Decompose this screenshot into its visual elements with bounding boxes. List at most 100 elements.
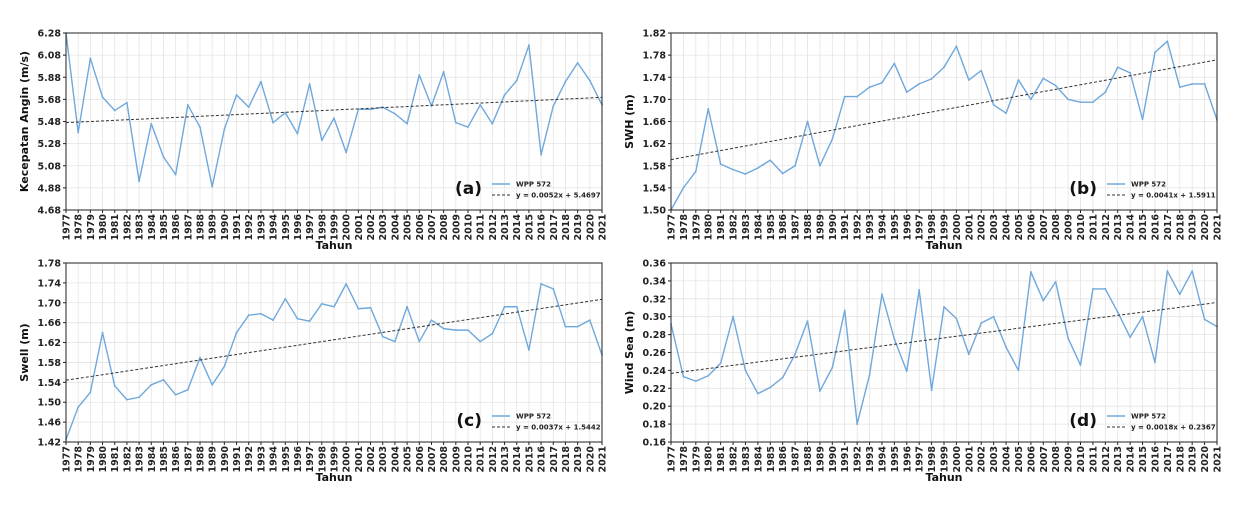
data-point	[503, 94, 506, 96]
y-tick-label: 1.82	[643, 29, 666, 40]
x-tick-label: 1991	[840, 446, 851, 472]
x-tick-label: 2009	[1064, 446, 1075, 472]
data-point	[467, 329, 469, 332]
grid	[65, 262, 603, 443]
data-point	[576, 325, 579, 328]
x-tick-label: 1999	[940, 446, 951, 472]
x-tick-label: 2001	[964, 446, 975, 472]
x-tick-label: 2008	[439, 446, 450, 473]
data-point	[1154, 51, 1156, 54]
data-point	[564, 325, 567, 328]
x-tick-label: 1990	[828, 446, 839, 473]
data-point	[138, 396, 140, 399]
series-points	[670, 270, 1218, 425]
x-tick-label: 2014	[1126, 214, 1137, 241]
y-tick-label: 0.22	[643, 384, 666, 395]
x-tick-label: 1986	[171, 214, 182, 241]
data-point	[150, 122, 153, 125]
y-tick-label: 1.70	[643, 95, 667, 106]
data-point	[893, 62, 896, 65]
x-tick-label: 2000	[342, 446, 353, 473]
x-tick-label: 1990	[220, 446, 231, 473]
x-tick-label: 1991	[232, 214, 243, 240]
data-point	[893, 338, 896, 340]
x-tick-label: 2004	[390, 214, 401, 241]
data-point	[174, 393, 177, 396]
data-point	[992, 104, 995, 106]
x-tick-label: 1989	[815, 214, 826, 240]
x-tick-label: 2012	[1101, 446, 1112, 472]
data-point	[769, 386, 772, 389]
x-tick-label: 2010	[464, 214, 475, 241]
x-tick-label: 1981	[110, 446, 121, 472]
x-tick-label: 1983	[135, 214, 146, 240]
data-point	[843, 309, 846, 312]
y-tick-label: 6.08	[38, 51, 62, 62]
x-tick-label: 2021	[598, 446, 609, 472]
data-point	[1092, 101, 1094, 104]
x-tick-label: 1996	[902, 446, 913, 473]
x-tick-label: 1993	[865, 214, 876, 240]
legend-label-series: WPP 572	[1131, 413, 1166, 421]
data-point	[235, 331, 238, 334]
data-point	[918, 82, 921, 85]
legend: WPP 572 y = 0.0052x + 5.4697	[492, 181, 601, 200]
x-tick-label: 2009	[451, 446, 462, 472]
chart-panel-1: 4.68 4.88 5.08 5.28 5.48 5.68 5.88 6.08 6.28 1977…	[18, 29, 609, 253]
x-tick-label: 2005	[403, 214, 414, 240]
panel-label: (c)	[456, 411, 482, 431]
x-tick-label: 2006	[1026, 446, 1037, 473]
x-tick-label: 2008	[1051, 446, 1062, 473]
legend-label-series: WPP 572	[1131, 181, 1166, 189]
data-point	[819, 390, 821, 392]
data-point	[479, 104, 482, 106]
x-tick-label: 2016	[1150, 446, 1161, 473]
y-tick-label: 5.48	[38, 117, 62, 128]
x-tick-label: 2002	[977, 446, 988, 472]
x-tick-label: 1979	[691, 214, 702, 240]
x-tick-label: 1995	[890, 446, 901, 472]
data-point	[1017, 79, 1020, 81]
data-point	[980, 69, 983, 72]
x-tick-label: 2013	[1113, 446, 1124, 472]
x-tick-label: 1977	[62, 446, 73, 472]
data-point	[1166, 40, 1169, 43]
data-point	[707, 107, 710, 110]
data-point	[418, 74, 421, 76]
x-tick-label: 2007	[427, 214, 438, 240]
x-tick-label: 1982	[122, 214, 133, 240]
x-tick-label: 2013	[1113, 214, 1124, 240]
x-tick-label: 1998	[927, 446, 938, 473]
x-tick-label: 1995	[890, 214, 901, 240]
data-point	[454, 121, 457, 124]
x-tick-label: 2007	[1039, 214, 1050, 240]
x-tick-label: 1997	[915, 446, 926, 472]
x-tick-label: 2000	[952, 446, 963, 473]
legend: WPP 572 y = 0.0018x + 0.2367	[1107, 413, 1216, 432]
x-tick-label: 2021	[1213, 214, 1224, 240]
x-tick-label: 2008	[1051, 214, 1062, 241]
y-tick-label: 1.78	[643, 51, 667, 62]
data-point	[528, 349, 530, 351]
legend-label-series: WPP 572	[516, 413, 551, 421]
x-tick-label: 2003	[378, 446, 389, 472]
data-point	[381, 335, 384, 338]
data-point	[260, 80, 262, 83]
y-axis-label: Swell (m)	[18, 323, 31, 381]
x-axis-label: Tahun	[315, 239, 352, 252]
data-point	[781, 172, 784, 175]
data-point	[806, 320, 809, 323]
x-tick-label: 2005	[1014, 214, 1025, 240]
y-tick-label: 1.46	[38, 418, 62, 429]
x-tick-label: 1995	[281, 214, 292, 240]
x-tick-label: 2006	[415, 214, 426, 241]
y-tick-label: 5.28	[38, 139, 62, 150]
x-tick-label: 1979	[86, 446, 97, 472]
chart-panel-2: 1.50 1.54 1.58 1.62 1.66 1.70 1.74 1.78 1.82 1977…	[623, 29, 1224, 253]
y-tick-label: 1.58	[38, 358, 62, 369]
data-point	[1141, 118, 1144, 121]
data-point	[284, 111, 287, 114]
data-point	[503, 305, 506, 308]
x-tick-label: 1978	[679, 214, 690, 241]
